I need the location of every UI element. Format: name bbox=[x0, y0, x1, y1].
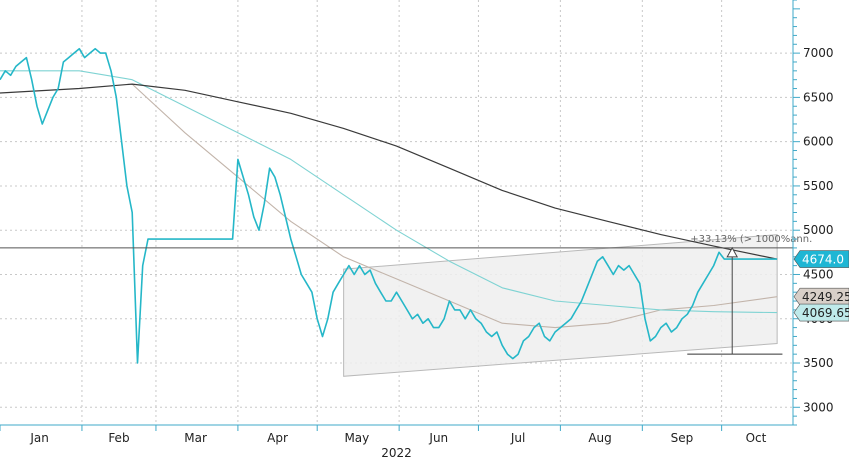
annotation-text: +33.13% (> 1000%ann. bbox=[690, 234, 812, 245]
series-lines bbox=[0, 47, 778, 364]
y-tick-label: 6500 bbox=[803, 90, 834, 104]
x-tick-label: Jan bbox=[29, 431, 49, 445]
x-tick-label: Apr bbox=[267, 431, 288, 445]
tag-price-label: 4674.0 bbox=[802, 253, 844, 267]
y-tick-label: 3500 bbox=[803, 356, 834, 370]
trend-channel bbox=[343, 234, 778, 377]
x-tick-label: Mar bbox=[184, 431, 207, 445]
y-tick-label: 3000 bbox=[803, 400, 834, 414]
x-tick-label: Aug bbox=[588, 431, 611, 445]
y-tick-label: 5000 bbox=[803, 223, 834, 237]
x-axis: Jan Feb Mar Apr May Jun Jul Aug Sep Oct 2022 bbox=[0, 424, 793, 460]
arrow-head bbox=[726, 246, 739, 258]
x-tick-label: Jun bbox=[428, 431, 448, 445]
y-tick-label: 5500 bbox=[803, 179, 834, 193]
y-tick-label: 4500 bbox=[803, 267, 834, 281]
tag-ma-mid-label: 4069.65 bbox=[802, 306, 849, 320]
year-label: 2022 bbox=[381, 446, 412, 460]
x-tick-label: Oct bbox=[746, 431, 767, 445]
overlays: +33.13% (> 1000%ann. bbox=[0, 234, 812, 355]
tag-ma-short-bg bbox=[793, 287, 849, 306]
y-tick-label: 6000 bbox=[803, 135, 834, 149]
x-tick-label: Feb bbox=[108, 431, 129, 445]
tag-ma-mid-bg bbox=[793, 303, 849, 322]
x-tick-label: Sep bbox=[671, 431, 694, 445]
tag-price-bg bbox=[793, 250, 849, 268]
tag-ma-short-label: 4249.25 bbox=[802, 290, 849, 304]
y-tick-label: 7000 bbox=[803, 46, 834, 60]
series-ma-long bbox=[0, 83, 778, 260]
x-tick-label: May bbox=[344, 431, 369, 445]
x-tick-label: Jul bbox=[510, 431, 525, 445]
channel-band bbox=[343, 234, 778, 377]
y-axis: 300035004000450050005500600065007000 bbox=[792, 0, 834, 426]
series-price bbox=[0, 47, 778, 364]
value-tags: 4674.0 4249.25 4069.65 bbox=[793, 250, 849, 322]
